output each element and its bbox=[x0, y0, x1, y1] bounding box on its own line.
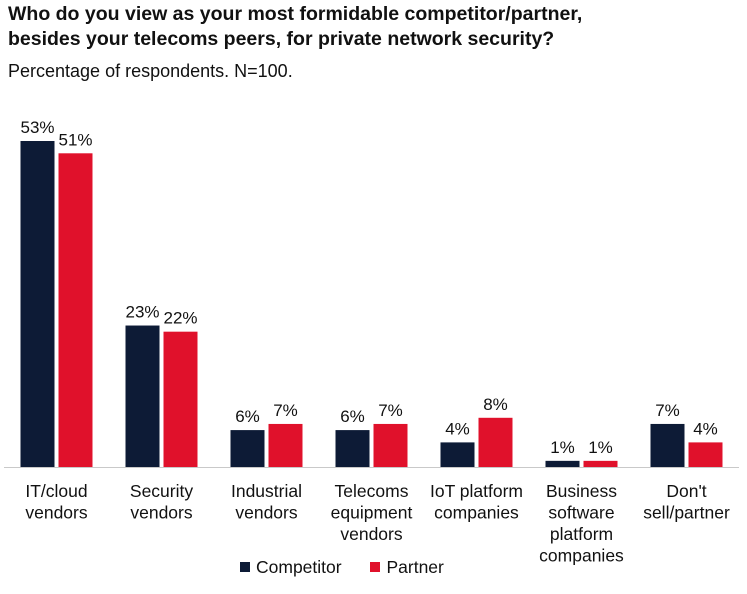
category-label-line: IoT platform bbox=[430, 481, 523, 501]
bar-partner-2 bbox=[268, 423, 303, 467]
legend-swatch-competitor bbox=[240, 562, 250, 572]
category-label-line: vendors bbox=[340, 524, 403, 544]
bar-competitor-5 bbox=[545, 460, 580, 467]
category-label-line: companies bbox=[539, 546, 624, 566]
bar-partner-5 bbox=[583, 460, 618, 467]
category-label-line: software bbox=[548, 503, 614, 523]
data-label-partner-5: 1% bbox=[588, 438, 613, 457]
legend-swatch-partner bbox=[370, 562, 381, 572]
category-label-line: vendors bbox=[235, 503, 298, 523]
bar-competitor-2 bbox=[230, 430, 265, 467]
legend-label-competitor: Competitor bbox=[256, 557, 342, 577]
bar-competitor-3 bbox=[335, 430, 370, 467]
data-label-competitor-5: 1% bbox=[550, 438, 575, 457]
category-label-line: vendors bbox=[130, 503, 193, 523]
category-label-1: Security vendors bbox=[130, 481, 193, 523]
category-label-line: Business bbox=[546, 481, 617, 501]
data-label-competitor-4: 4% bbox=[445, 419, 470, 438]
category-label-line: Industrial bbox=[231, 481, 302, 501]
category-label-0: IT/cloud vendors bbox=[25, 481, 88, 523]
category-label-4: IoT platform companies bbox=[430, 481, 523, 523]
data-label-competitor-0: 53% bbox=[20, 118, 54, 137]
data-label-partner-0: 51% bbox=[58, 130, 92, 149]
data-label-competitor-3: 6% bbox=[340, 407, 365, 426]
data-label-competitor-6: 7% bbox=[655, 401, 680, 420]
category-label-5: Business software platform companies bbox=[539, 481, 624, 566]
bar-competitor-0 bbox=[20, 141, 55, 467]
category-label-line: sell/partner bbox=[643, 503, 730, 523]
bar-partner-0 bbox=[58, 153, 93, 467]
category-label-line: Telecoms bbox=[335, 481, 409, 501]
category-label-line: Don't bbox=[666, 481, 706, 501]
data-label-partner-1: 22% bbox=[163, 309, 197, 328]
data-label-competitor-1: 23% bbox=[125, 303, 159, 322]
data-label-partner-6: 4% bbox=[693, 419, 718, 438]
chart-title-line-1: Who do you view as your most formidable … bbox=[8, 3, 583, 25]
bar-competitor-4 bbox=[440, 442, 475, 467]
bar-partner-6 bbox=[688, 442, 723, 467]
chart-subtitle: Percentage of respondents. N=100. bbox=[8, 61, 293, 81]
category-label-line: equipment bbox=[331, 503, 413, 523]
data-label-competitor-2: 6% bbox=[235, 407, 260, 426]
bar-partner-1 bbox=[163, 331, 198, 467]
legend-item-partner: Partner bbox=[370, 557, 444, 578]
bar-partner-3 bbox=[373, 423, 408, 467]
category-label-2: Industrial vendors bbox=[231, 481, 302, 523]
category-label-line: Security bbox=[130, 481, 193, 501]
category-label-3: Telecoms equipment vendors bbox=[331, 481, 413, 544]
bar-partner-4 bbox=[478, 417, 513, 467]
category-label-line: vendors bbox=[25, 503, 88, 523]
category-label-line: IT/cloud bbox=[25, 481, 87, 501]
legend-label-partner: Partner bbox=[386, 557, 444, 577]
category-label-line: platform bbox=[550, 524, 613, 544]
chart-title-line-2: besides your telecoms peers, for private… bbox=[8, 28, 555, 50]
chart-title: Who do you view as your most formidable … bbox=[8, 2, 743, 52]
legend-item-competitor: Competitor bbox=[240, 557, 342, 578]
data-label-partner-4: 8% bbox=[483, 395, 508, 414]
legend: Competitor Partner bbox=[240, 557, 468, 578]
bar-competitor-1 bbox=[125, 325, 160, 467]
data-label-partner-3: 7% bbox=[378, 401, 403, 420]
bar-competitor-6 bbox=[650, 423, 685, 467]
category-label-6: Don't sell/partner bbox=[643, 481, 730, 523]
category-label-line: companies bbox=[434, 503, 519, 523]
data-label-partner-2: 7% bbox=[273, 401, 298, 420]
